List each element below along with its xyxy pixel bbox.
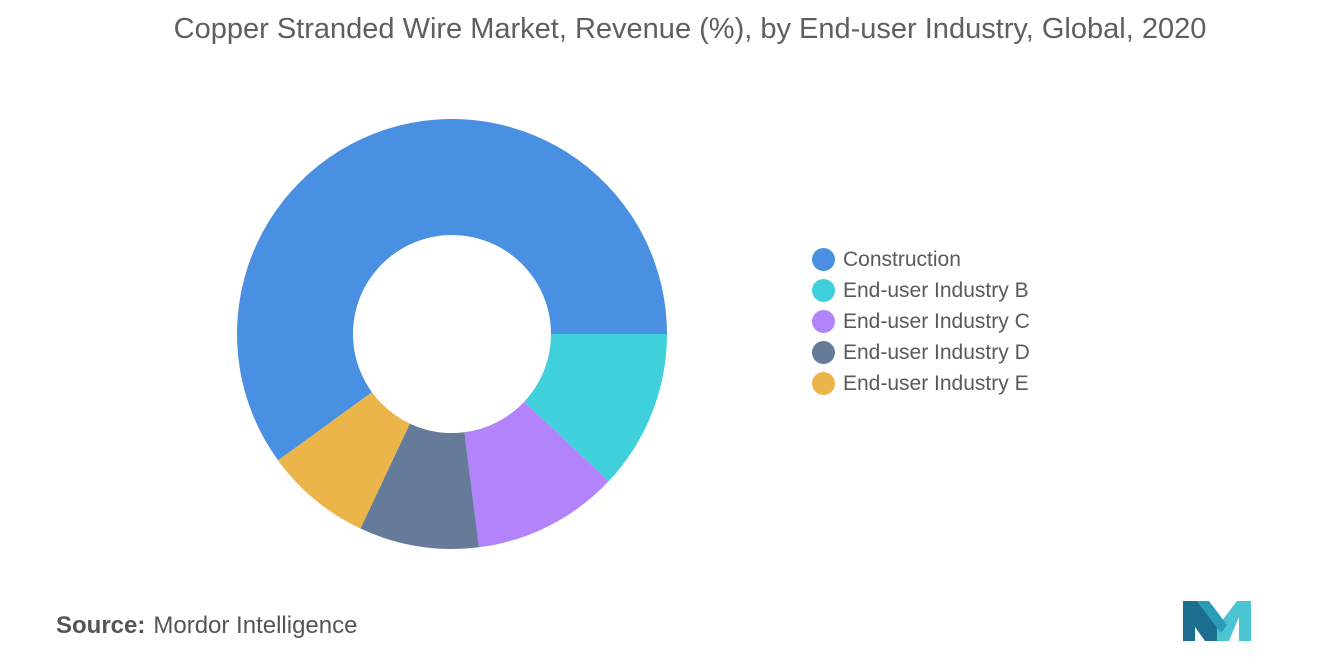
legend-swatch-end-user-industry-c <box>812 310 835 333</box>
source-value: Mordor Intelligence <box>153 612 358 639</box>
donut-slice-end-user-industry-d <box>360 423 479 549</box>
source-label: Source: <box>56 612 146 639</box>
legend-item-construction: Construction <box>812 244 1030 275</box>
chart-legend: Construction End-user Industry B End-user … <box>812 244 1030 399</box>
legend-label-end-user-industry-b: End-user Industry B <box>843 278 1029 302</box>
legend-label-end-user-industry-e: End-user Industry E <box>843 371 1029 395</box>
legend-item-end-user-industry-b: End-user Industry B <box>812 275 1030 306</box>
legend-item-end-user-industry-e: End-user Industry E <box>812 368 1030 399</box>
donut-slice-end-user-industry-c <box>464 401 609 548</box>
legend-label-end-user-industry-c: End-user Industry C <box>843 309 1030 333</box>
donut-slice-construction <box>237 119 668 461</box>
mordor-intelligence-logo-icon <box>1183 601 1251 641</box>
legend-item-end-user-industry-d: End-user Industry D <box>812 337 1030 368</box>
legend-label-end-user-industry-d: End-user Industry D <box>843 340 1030 364</box>
donut-slice-end-user-industry-e <box>278 392 410 529</box>
legend-swatch-end-user-industry-b <box>812 279 835 302</box>
legend-swatch-construction <box>812 248 835 271</box>
legend-swatch-end-user-industry-d <box>812 341 835 364</box>
chart-title: Copper Stranded Wire Market, Revenue (%)… <box>173 13 1207 45</box>
legend-label-construction: Construction <box>843 247 961 271</box>
legend-swatch-end-user-industry-e <box>812 372 835 395</box>
source-note: Source: Mordor Intelligence <box>56 612 357 640</box>
legend-item-end-user-industry-c: End-user Industry C <box>812 306 1030 337</box>
donut-slice-end-user-industry-b <box>524 334 667 482</box>
